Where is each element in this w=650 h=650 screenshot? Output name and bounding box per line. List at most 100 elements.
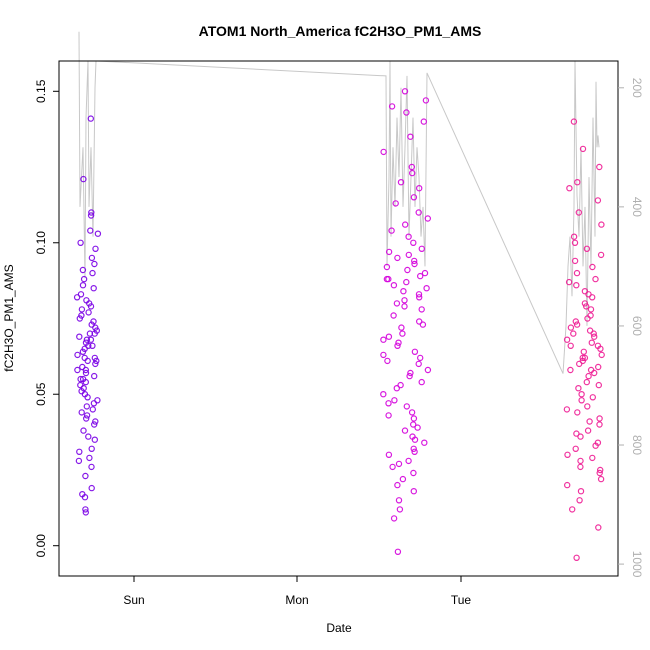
data-point <box>564 481 571 489</box>
data-point <box>594 342 602 349</box>
data-point <box>82 369 90 377</box>
y2-tick-label: 600 <box>630 316 644 336</box>
x-tick-label: Sun <box>123 593 144 607</box>
data-point <box>385 412 392 419</box>
data-point <box>90 318 97 325</box>
scatter-points-layer <box>73 88 605 562</box>
data-point <box>598 221 605 228</box>
data-point <box>575 209 583 216</box>
data-point <box>82 472 89 480</box>
data-point <box>579 354 586 362</box>
secondary-trace-line <box>78 31 600 374</box>
data-point <box>76 448 83 455</box>
data-point <box>394 548 402 556</box>
data-point <box>78 306 86 313</box>
data-point <box>410 445 417 452</box>
data-point <box>410 194 418 201</box>
data-point <box>85 433 92 440</box>
data-point <box>384 357 391 365</box>
data-point <box>416 318 423 325</box>
data-point <box>82 506 89 513</box>
data-point <box>577 457 584 465</box>
data-point <box>380 336 387 343</box>
data-point <box>577 463 584 471</box>
data-point <box>86 454 93 462</box>
data-point <box>416 184 423 192</box>
data-point <box>79 282 87 289</box>
data-point <box>73 294 81 301</box>
data-point <box>400 288 407 295</box>
data-point <box>392 200 399 207</box>
data-point <box>401 427 409 434</box>
data-point <box>401 88 409 95</box>
data-point <box>79 348 87 355</box>
data-point <box>405 251 412 259</box>
data-point <box>399 330 406 337</box>
data-point <box>90 285 97 292</box>
data-point <box>408 163 415 171</box>
data-point <box>78 409 85 416</box>
data-point <box>594 197 602 204</box>
data-point <box>581 354 589 362</box>
data-point <box>578 397 585 404</box>
data-point <box>385 400 392 407</box>
data-point <box>588 339 596 346</box>
data-point <box>595 381 603 389</box>
secondary-line-layer <box>78 31 600 374</box>
data-point <box>570 233 578 240</box>
data-point <box>422 97 430 104</box>
data-point <box>84 394 91 401</box>
data-point <box>589 394 597 401</box>
data-point <box>84 357 91 365</box>
data-point <box>89 269 96 277</box>
data-point <box>79 266 87 274</box>
data-point <box>580 348 588 355</box>
data-point <box>395 460 403 468</box>
data-point <box>397 381 404 389</box>
y2-tick-label: 1000 <box>630 551 644 578</box>
data-point <box>403 109 410 116</box>
data-point <box>394 254 401 262</box>
data-point <box>406 372 413 380</box>
data-point <box>572 445 579 452</box>
data-point <box>385 275 392 283</box>
data-point <box>77 291 85 298</box>
data-point <box>380 148 387 156</box>
data-point <box>423 285 430 292</box>
data-point <box>401 303 408 310</box>
data-point <box>597 466 604 474</box>
data-point <box>571 239 579 246</box>
data-point <box>394 481 401 489</box>
data-point <box>87 212 95 219</box>
data-point <box>396 506 404 513</box>
data-point <box>90 421 98 428</box>
data-point <box>79 375 87 383</box>
data-point <box>408 409 416 416</box>
data-point <box>411 260 418 268</box>
data-point <box>571 257 579 265</box>
data-point <box>586 418 593 425</box>
data-point <box>418 378 425 386</box>
data-point <box>579 145 587 153</box>
data-point <box>403 278 410 286</box>
data-point <box>566 184 573 192</box>
data-point <box>585 291 592 298</box>
data-point <box>82 415 90 422</box>
data-point <box>415 360 422 368</box>
data-point <box>88 254 96 262</box>
data-point <box>581 300 589 307</box>
data-point <box>407 369 414 377</box>
data-point <box>595 524 602 531</box>
data-point <box>596 163 603 171</box>
data-point <box>390 312 397 319</box>
data-point <box>405 233 412 240</box>
data-point <box>597 251 605 259</box>
data-point <box>91 260 98 268</box>
data-point <box>565 278 573 286</box>
data-point <box>388 227 395 234</box>
data-point <box>83 297 90 304</box>
y-tick-label: 0.00 <box>34 534 48 558</box>
data-point <box>410 488 417 495</box>
